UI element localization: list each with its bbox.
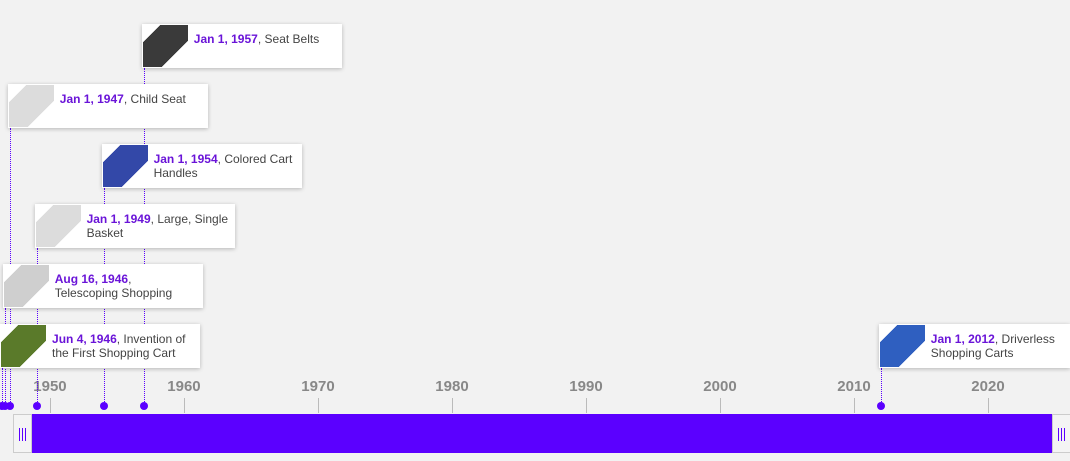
event-date: Jan 1, 1954 — [154, 152, 221, 166]
event-dot[interactable] — [139, 402, 148, 410]
range-handle-left[interactable] — [13, 414, 32, 453]
event-text: Jan 1, 1954 Colored Cart Handles — [154, 152, 296, 180]
event-date: Jan 1, 1957 — [194, 32, 261, 46]
event-title: Child Seat — [127, 92, 186, 106]
event-card[interactable]: Jan 1, 1957 Seat Belts — [141, 24, 342, 68]
event-card[interactable]: Jan 1, 1947 Child Seat — [7, 84, 208, 128]
tick-mark — [49, 398, 51, 413]
event-stem — [880, 368, 882, 402]
tick-mark — [183, 398, 185, 413]
event-text: Jun 4, 1946 Invention of the First Shopp… — [52, 332, 194, 360]
range-bar[interactable] — [13, 414, 1070, 453]
event-card[interactable]: Aug 16, 1946 Telescoping Shopping — [2, 264, 203, 308]
event-image — [8, 85, 54, 127]
event-dot[interactable] — [32, 402, 41, 410]
tick-mark — [585, 398, 587, 413]
event-card[interactable]: Jun 4, 1946 Invention of the First Shopp… — [0, 324, 201, 368]
tick-mark — [451, 398, 453, 413]
event-date: Jun 4, 1946 — [52, 332, 120, 346]
event-image — [1, 325, 47, 367]
tick-label: 2010 — [837, 378, 871, 395]
tick-mark — [853, 398, 855, 413]
event-text: Jan 1, 1957 Seat Belts — [194, 32, 336, 46]
tick-mark — [719, 398, 721, 413]
tick-label: 1970 — [301, 378, 335, 395]
event-title: Seat Belts — [261, 32, 320, 46]
event-image — [879, 325, 925, 367]
event-text: Jan 1, 1947 Child Seat — [60, 92, 202, 106]
event-stem — [2, 368, 4, 402]
tick-label: 2000 — [703, 378, 737, 395]
event-dot[interactable] — [0, 402, 7, 410]
event-image — [142, 25, 188, 67]
event-text: Jan 1, 1949 Large, Single Basket — [87, 212, 229, 240]
event-image — [3, 265, 49, 307]
event-image — [35, 205, 81, 247]
range-handle-right[interactable] — [1052, 414, 1070, 453]
tick-label: 1950 — [33, 378, 67, 395]
tick-label: 1980 — [435, 378, 469, 395]
event-card[interactable]: Jan 1, 1949 Large, Single Basket — [34, 204, 235, 248]
event-date: Jan 1, 2012 — [931, 332, 998, 346]
event-title: Driverless Shopping Carts — [930, 332, 1055, 360]
event-title: Invention of the First Shopping Cart — [52, 332, 186, 360]
tick-label: 1960 — [167, 378, 201, 395]
event-image — [102, 145, 148, 187]
tick-mark — [317, 398, 319, 413]
event-text: Aug 16, 1946 Telescoping Shopping — [55, 272, 197, 300]
event-card[interactable]: Jan 1, 1954 Colored Cart Handles — [101, 144, 302, 188]
event-dot[interactable] — [5, 402, 14, 410]
event-date: Jan 1, 1947 — [60, 92, 127, 106]
tick-label: 1990 — [569, 378, 603, 395]
event-text: Jan 1, 2012 Driverless Shopping Carts — [931, 332, 1070, 360]
event-dot[interactable] — [876, 402, 885, 410]
event-card[interactable]: Jan 1, 2012 Driverless Shopping Carts — [878, 324, 1070, 368]
event-dot[interactable] — [99, 402, 108, 410]
tick-label: 2020 — [971, 378, 1005, 395]
event-title: Telescoping Shopping — [54, 286, 173, 300]
event-date: Aug 16, 1946 — [55, 272, 132, 286]
event-date: Jan 1, 1949 — [87, 212, 154, 226]
event-title: Colored Cart Handles — [153, 152, 293, 180]
event-title: Large, Single Basket — [86, 212, 229, 240]
tick-mark — [987, 398, 989, 413]
